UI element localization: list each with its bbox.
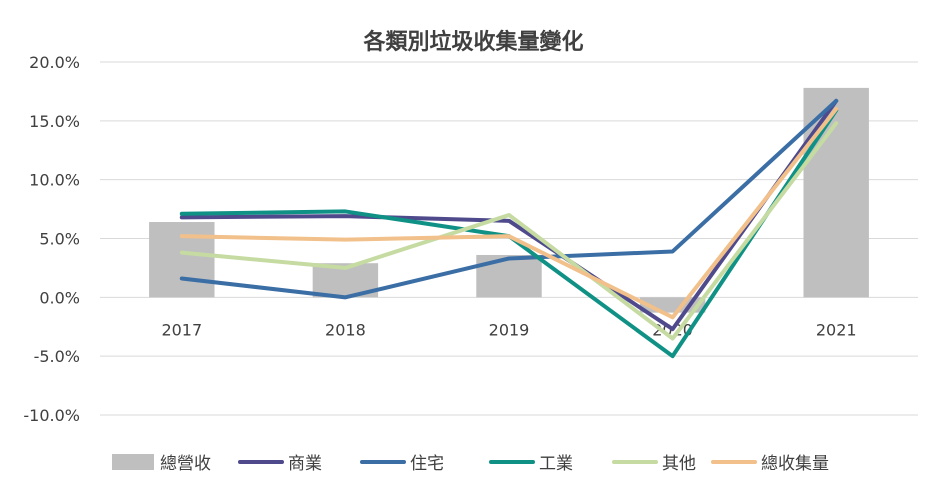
x-tick-label: 2018 <box>325 320 366 339</box>
y-tick-label: 20.0% <box>29 53 80 72</box>
series-line-其他 <box>179 121 839 341</box>
y-tick-label: 5.0% <box>39 230 80 249</box>
y-tick-label: 0.0% <box>39 288 80 307</box>
y-tick-label: -5.0% <box>34 347 80 366</box>
legend-label: 住宅 <box>410 454 444 474</box>
chart-title: 各類別垃圾收集量變化 <box>363 30 584 55</box>
x-tick-label: 2019 <box>489 320 530 339</box>
y-tick-label: -10.0% <box>23 406 80 425</box>
legend-label: 商業 <box>288 454 322 474</box>
x-tick-label: 2017 <box>161 320 202 339</box>
legend-label: 工業 <box>539 454 573 474</box>
x-tick-label: 2021 <box>816 320 857 339</box>
y-tick-label: 15.0% <box>29 112 80 131</box>
legend-label: 總營收 <box>160 454 211 474</box>
legend-label: 其他 <box>662 454 696 474</box>
bar-2017 <box>149 222 215 298</box>
bar-2019 <box>476 254 542 298</box>
legend-swatch <box>112 454 154 470</box>
series-line-商業 <box>179 98 839 332</box>
y-tick-label: 10.0% <box>29 171 80 190</box>
legend-label: 總收集量 <box>761 454 829 474</box>
series-line-總收集量 <box>179 107 839 320</box>
series-line-住宅 <box>179 98 839 300</box>
